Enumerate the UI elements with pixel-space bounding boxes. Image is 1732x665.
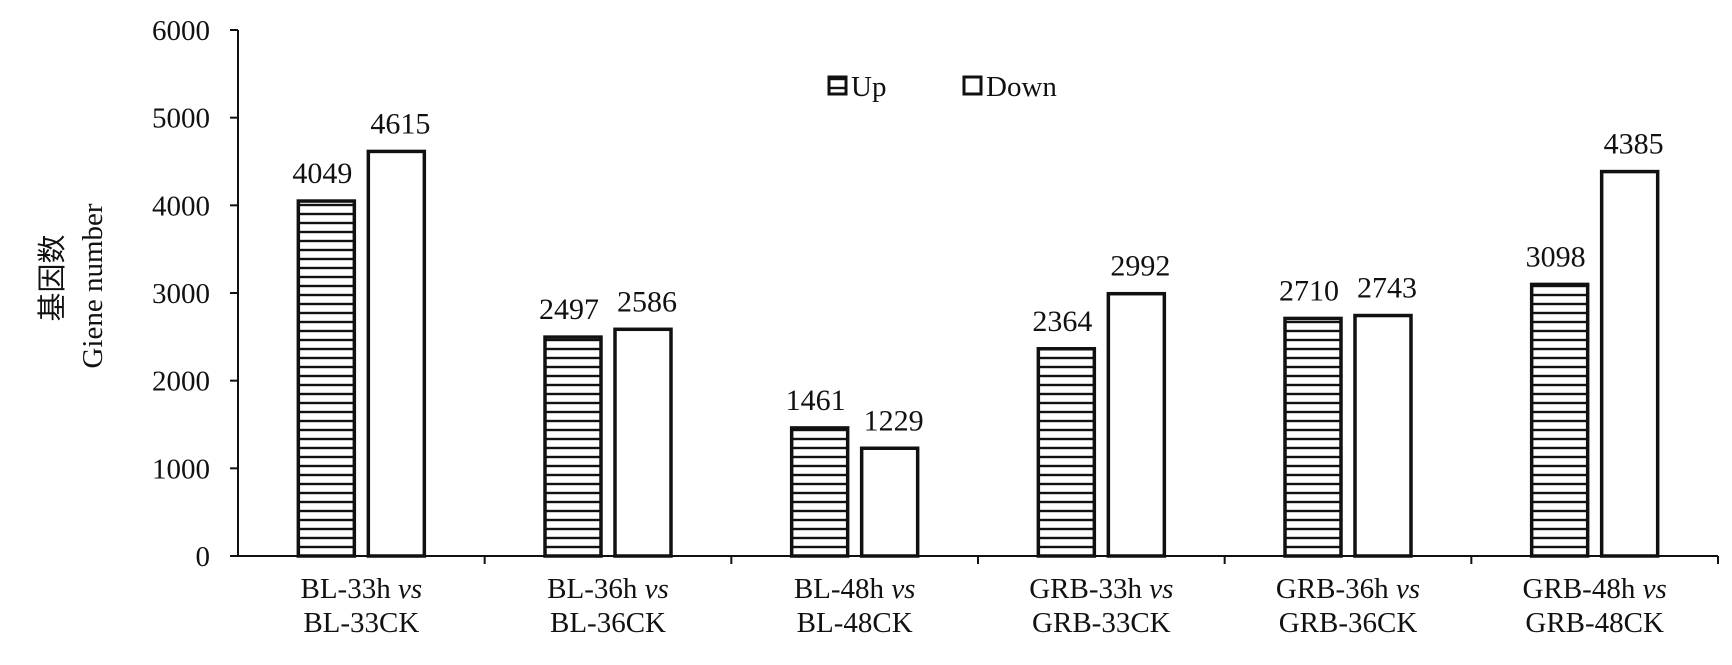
x-category-label: GRB-33h vs [1029, 573, 1173, 605]
data-label-up: 1461 [786, 384, 846, 417]
x-category-label: BL-33h vs [301, 573, 423, 605]
data-label-up: 2497 [539, 293, 599, 326]
x-category-label: BL-36h vs [547, 573, 669, 605]
data-label-down: 2743 [1357, 272, 1417, 305]
axes [237, 30, 1719, 564]
x-category-label: BL-48h vs [794, 573, 916, 605]
data-label-down: 4385 [1604, 128, 1664, 161]
legend-label-down: Down [986, 71, 1057, 103]
data-labels: 4049 4615 2497 2586 1461 1229 2364 2992 2710 2743… [292, 107, 1663, 437]
y-axis-title: 基因数 Giene number [36, 203, 109, 368]
data-label-down: 2992 [1110, 250, 1170, 283]
y-tick-label: 4000 [152, 190, 210, 222]
bar-up [543, 335, 603, 558]
bar-up [1036, 347, 1097, 558]
bar-down [613, 327, 673, 558]
data-label-up: 4049 [292, 157, 352, 190]
bar-up [296, 199, 357, 558]
data-label-up: 2364 [1032, 305, 1092, 338]
legend-swatch-up [827, 75, 848, 96]
y-axis-label-cn: 基因数 [36, 234, 69, 321]
bar-up [789, 426, 850, 558]
x-category-label: GRB-36h vs [1276, 573, 1420, 605]
data-label-down: 4615 [370, 107, 430, 140]
legend-swatch-down [962, 75, 983, 96]
legend-item-down: Down [962, 71, 1057, 103]
data-label-up: 3098 [1526, 240, 1586, 273]
x-category-label-line2: BL-33CK [303, 607, 419, 639]
y-tick-label: 3000 [152, 278, 210, 310]
y-axis-label: Giene number [77, 203, 109, 368]
y-tick-label: 5000 [152, 103, 210, 135]
bar-down [366, 149, 427, 558]
bar-down [859, 446, 920, 558]
bar-down [1599, 169, 1660, 558]
bar-up [1529, 282, 1590, 558]
bar-up [1283, 316, 1343, 558]
bar-down [1106, 291, 1167, 558]
y-tick-label: 6000 [152, 15, 210, 47]
bar-down [1353, 313, 1413, 558]
data-label-up: 2710 [1279, 274, 1339, 307]
x-category-label-line2: GRB-36CK [1279, 607, 1418, 639]
y-axis-ticks: 0 1000 2000 3000 4000 5000 6000 [152, 15, 238, 573]
legend-label-up: Up [851, 71, 886, 103]
legend-item-up: Up [827, 71, 886, 103]
y-tick-label: 2000 [152, 366, 210, 398]
bars [296, 149, 1660, 558]
y-tick-label: 1000 [152, 453, 210, 485]
y-tick-label: 0 [196, 541, 211, 573]
x-category-label-line2: BL-36CK [550, 607, 666, 639]
x-category-label-line2: GRB-48CK [1525, 607, 1664, 639]
x-category-label-line2: BL-48CK [797, 607, 913, 639]
x-category-label-line2: GRB-33CK [1032, 607, 1171, 639]
legend: Up Down [827, 71, 1057, 103]
data-label-down: 1229 [864, 404, 924, 437]
data-label-down: 2586 [617, 285, 677, 318]
x-category-label: GRB-48h vs [1523, 573, 1667, 605]
